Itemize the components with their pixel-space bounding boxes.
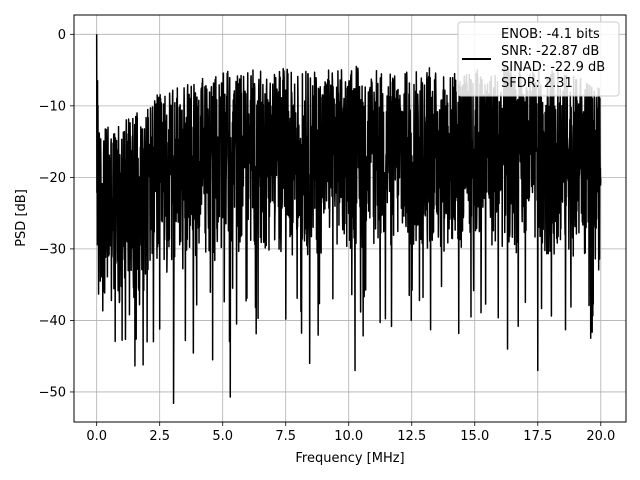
y-axis: 0 −10 −20 −30 −40 −50 xyxy=(39,28,74,400)
x-axis: 0.0 2.5 5.0 7.5 10.0 12.5 15.0 17.5 20.0 xyxy=(86,422,615,444)
y-tick-label: −10 xyxy=(39,99,66,114)
y-tick-label: −40 xyxy=(39,314,66,329)
psd-series-line xyxy=(95,34,602,405)
x-tick-label: 2.5 xyxy=(149,429,170,444)
y-tick-label: 0 xyxy=(58,28,66,43)
legend-sinad: SINAD: -22.9 dB xyxy=(501,60,605,75)
y-tick-label: −30 xyxy=(39,242,66,257)
x-tick-label: 0.0 xyxy=(86,429,107,444)
y-tick-label: −50 xyxy=(39,385,66,400)
y-tick-label: −20 xyxy=(39,171,66,186)
x-tick-label: 17.5 xyxy=(523,429,552,444)
x-tick-label: 7.5 xyxy=(275,429,296,444)
x-tick-label: 5.0 xyxy=(212,429,233,444)
axes-frame xyxy=(73,14,627,423)
legend-sfdr: SFDR: 2.31 xyxy=(501,76,573,91)
x-axis-label: Frequency [MHz] xyxy=(295,451,404,466)
x-tick-label: 12.5 xyxy=(397,429,426,444)
x-tick-label: 15.0 xyxy=(460,429,489,444)
x-tick-label: 20.0 xyxy=(586,429,615,444)
x-tick-label: 10.0 xyxy=(334,429,363,444)
y-axis-label: PSD [dB] xyxy=(14,189,29,247)
legend-box xyxy=(457,21,620,97)
legend-enob: ENOB: -4.1 bits xyxy=(501,27,600,42)
legend-snr: SNR: -22.87 dB xyxy=(501,44,599,59)
legend: ENOB: -4.1 bits SNR: -22.87 dB SINAD: -2… xyxy=(457,21,620,97)
plot-area xyxy=(95,34,602,405)
